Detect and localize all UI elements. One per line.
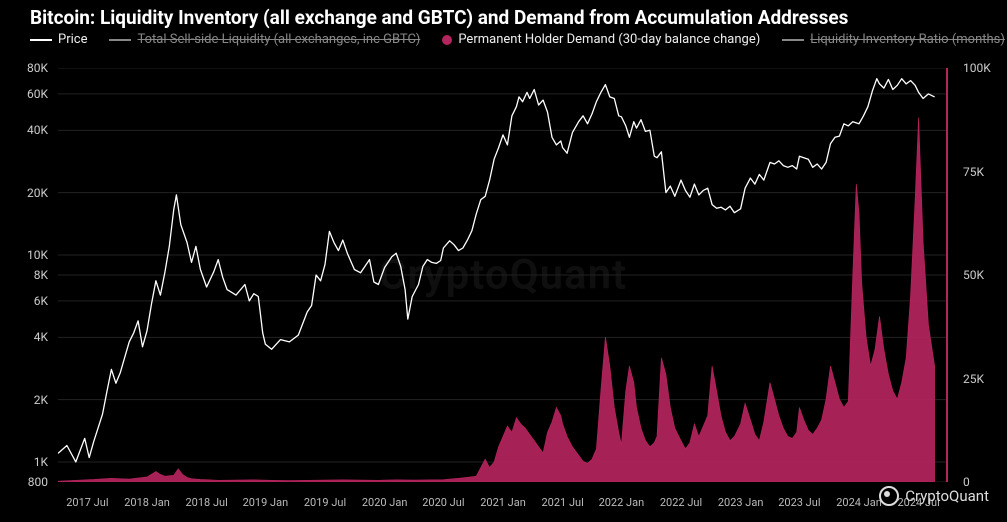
legend-item-price[interactable]: Price bbox=[30, 32, 87, 47]
y-left-tick-label: 20K bbox=[27, 186, 48, 200]
x-tick-label: 2024 Jan bbox=[836, 496, 882, 509]
y-axis-left: 8001K2K4K6K8K10K20K40K60K80K bbox=[0, 68, 54, 482]
y-axis-right: 025K50K75K100K bbox=[957, 68, 1007, 482]
x-axis: 2017 Jul 2018 Jan 2018 Jul 2019 Jan 2019 Jul… bbox=[58, 496, 948, 512]
x-tick-label: 2019 Jul bbox=[304, 496, 346, 509]
y-left-tick-label: 6K bbox=[34, 294, 48, 308]
y-right-tick-label: 25K bbox=[963, 372, 984, 386]
brand-logo-icon bbox=[879, 486, 899, 506]
chart-title: Bitcoin: Liquidity Inventory (all exchan… bbox=[30, 6, 848, 29]
y-left-tick-label: 8K bbox=[34, 268, 48, 282]
y-left-tick-label: 800 bbox=[28, 475, 48, 489]
x-tick-label: 2023 Jan bbox=[718, 496, 764, 509]
legend-item-liquidity[interactable]: Total Sell-side Liquidity (all exchanges… bbox=[109, 32, 420, 47]
legend-swatch-line bbox=[30, 39, 52, 41]
price-line bbox=[58, 79, 935, 462]
x-tick-label: 2017 Jul bbox=[66, 496, 108, 509]
x-tick-label: 2021 Jan bbox=[480, 496, 526, 509]
legend-swatch-line bbox=[782, 39, 804, 41]
brand-text: CryptoQuant bbox=[905, 487, 989, 505]
x-tick-label: 2019 Jan bbox=[243, 496, 289, 509]
plot-svg bbox=[58, 68, 948, 482]
x-tick-label: 2022 Jan bbox=[599, 496, 645, 509]
y-left-tick-label: 40K bbox=[27, 123, 48, 137]
chart-legend: Price Total Sell-side Liquidity (all exc… bbox=[30, 32, 1005, 47]
legend-label: Permanent Holder Demand (30-day balance … bbox=[458, 32, 760, 47]
y-right-tick-label: 50K bbox=[963, 268, 984, 282]
x-tick-label: 2020 Jan bbox=[362, 496, 408, 509]
legend-item-demand[interactable]: Permanent Holder Demand (30-day balance … bbox=[442, 32, 760, 47]
y-right-tick-label: 75K bbox=[963, 165, 984, 179]
x-tick-label: 2018 Jul bbox=[185, 496, 227, 509]
x-tick-label: 2021 Jul bbox=[541, 496, 583, 509]
brand-badge[interactable]: CryptoQuant bbox=[879, 486, 989, 506]
chart-container: Bitcoin: Liquidity Inventory (all exchan… bbox=[0, 0, 1007, 522]
y-right-tick-label: 100K bbox=[963, 61, 991, 75]
x-tick-label: 2020 Jul bbox=[422, 496, 464, 509]
legend-label: Price bbox=[58, 32, 87, 47]
legend-swatch-line bbox=[109, 39, 131, 41]
y-left-tick-label: 10K bbox=[27, 248, 48, 262]
legend-label: Total Sell-side Liquidity (all exchanges… bbox=[137, 32, 420, 47]
demand-area bbox=[58, 118, 935, 482]
y-left-tick-label: 80K bbox=[27, 61, 48, 75]
legend-item-ratio[interactable]: Liquidity Inventory Ratio (months) bbox=[782, 32, 1005, 47]
y-left-tick-label: 60K bbox=[27, 87, 48, 101]
x-tick-label: 2018 Jan bbox=[124, 496, 170, 509]
legend-label: Liquidity Inventory Ratio (months) bbox=[810, 32, 1005, 47]
legend-swatch-dot bbox=[442, 35, 452, 45]
x-tick-label: 2023 Jul bbox=[778, 496, 820, 509]
y-left-tick-label: 4K bbox=[34, 330, 48, 344]
y-left-tick-label: 1K bbox=[34, 455, 48, 469]
y-left-tick-label: 2K bbox=[34, 393, 48, 407]
plot-area[interactable]: CryptoQuant bbox=[58, 68, 948, 482]
x-tick-label: 2022 Jul bbox=[660, 496, 702, 509]
